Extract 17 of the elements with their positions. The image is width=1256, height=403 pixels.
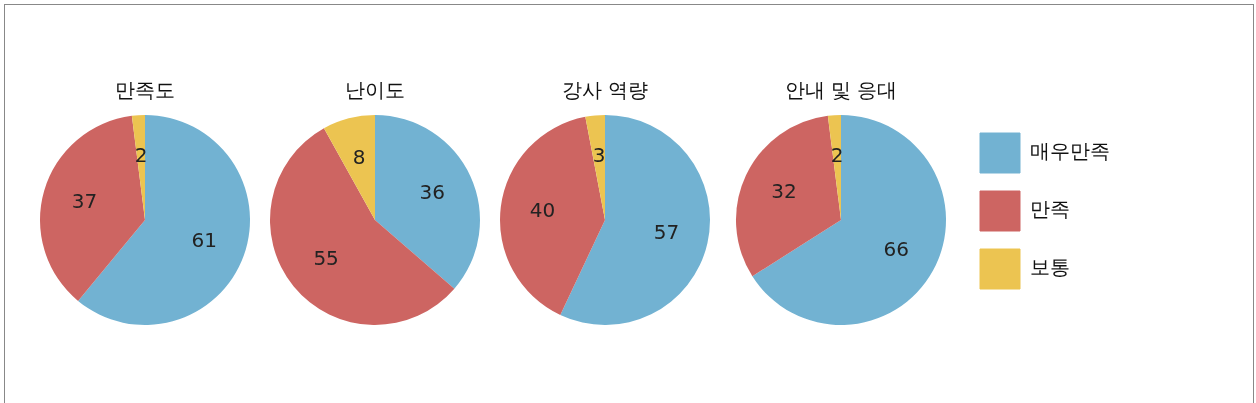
data-label: 40 <box>529 198 556 223</box>
data-label: 3 <box>592 143 606 168</box>
legend-label: 매우만족 <box>1030 139 1110 164</box>
data-label: 55 <box>313 245 339 270</box>
data-label: 57 <box>653 219 680 244</box>
chart-title: 만족도 <box>115 78 175 103</box>
data-label: 66 <box>883 236 909 261</box>
data-label: 32 <box>771 179 797 204</box>
legend-label: 만족 <box>1030 197 1070 222</box>
chart-title: 난이도 <box>345 78 405 103</box>
chart-title: 안내 및 응대 <box>784 78 898 103</box>
data-label: 36 <box>419 180 446 205</box>
data-label: 8 <box>352 145 366 170</box>
data-label: 61 <box>191 227 217 252</box>
chart-title: 강사 역량 <box>561 78 649 103</box>
data-label: 37 <box>71 188 98 213</box>
legend-label: 보통 <box>1030 255 1070 280</box>
